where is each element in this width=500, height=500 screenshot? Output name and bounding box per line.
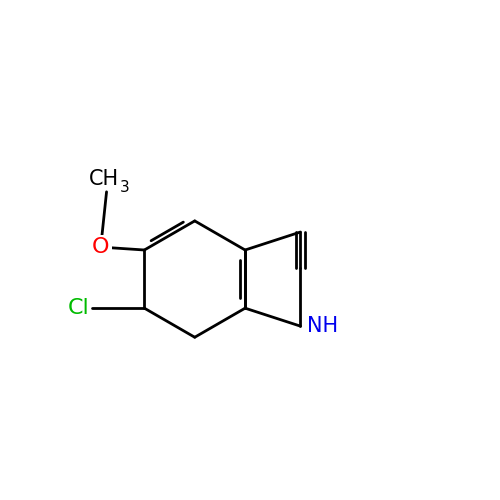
Text: 3: 3 [120,180,129,194]
Text: CH: CH [88,169,118,189]
Text: Cl: Cl [68,298,89,318]
Text: NH: NH [308,316,338,336]
Text: O: O [92,237,110,257]
